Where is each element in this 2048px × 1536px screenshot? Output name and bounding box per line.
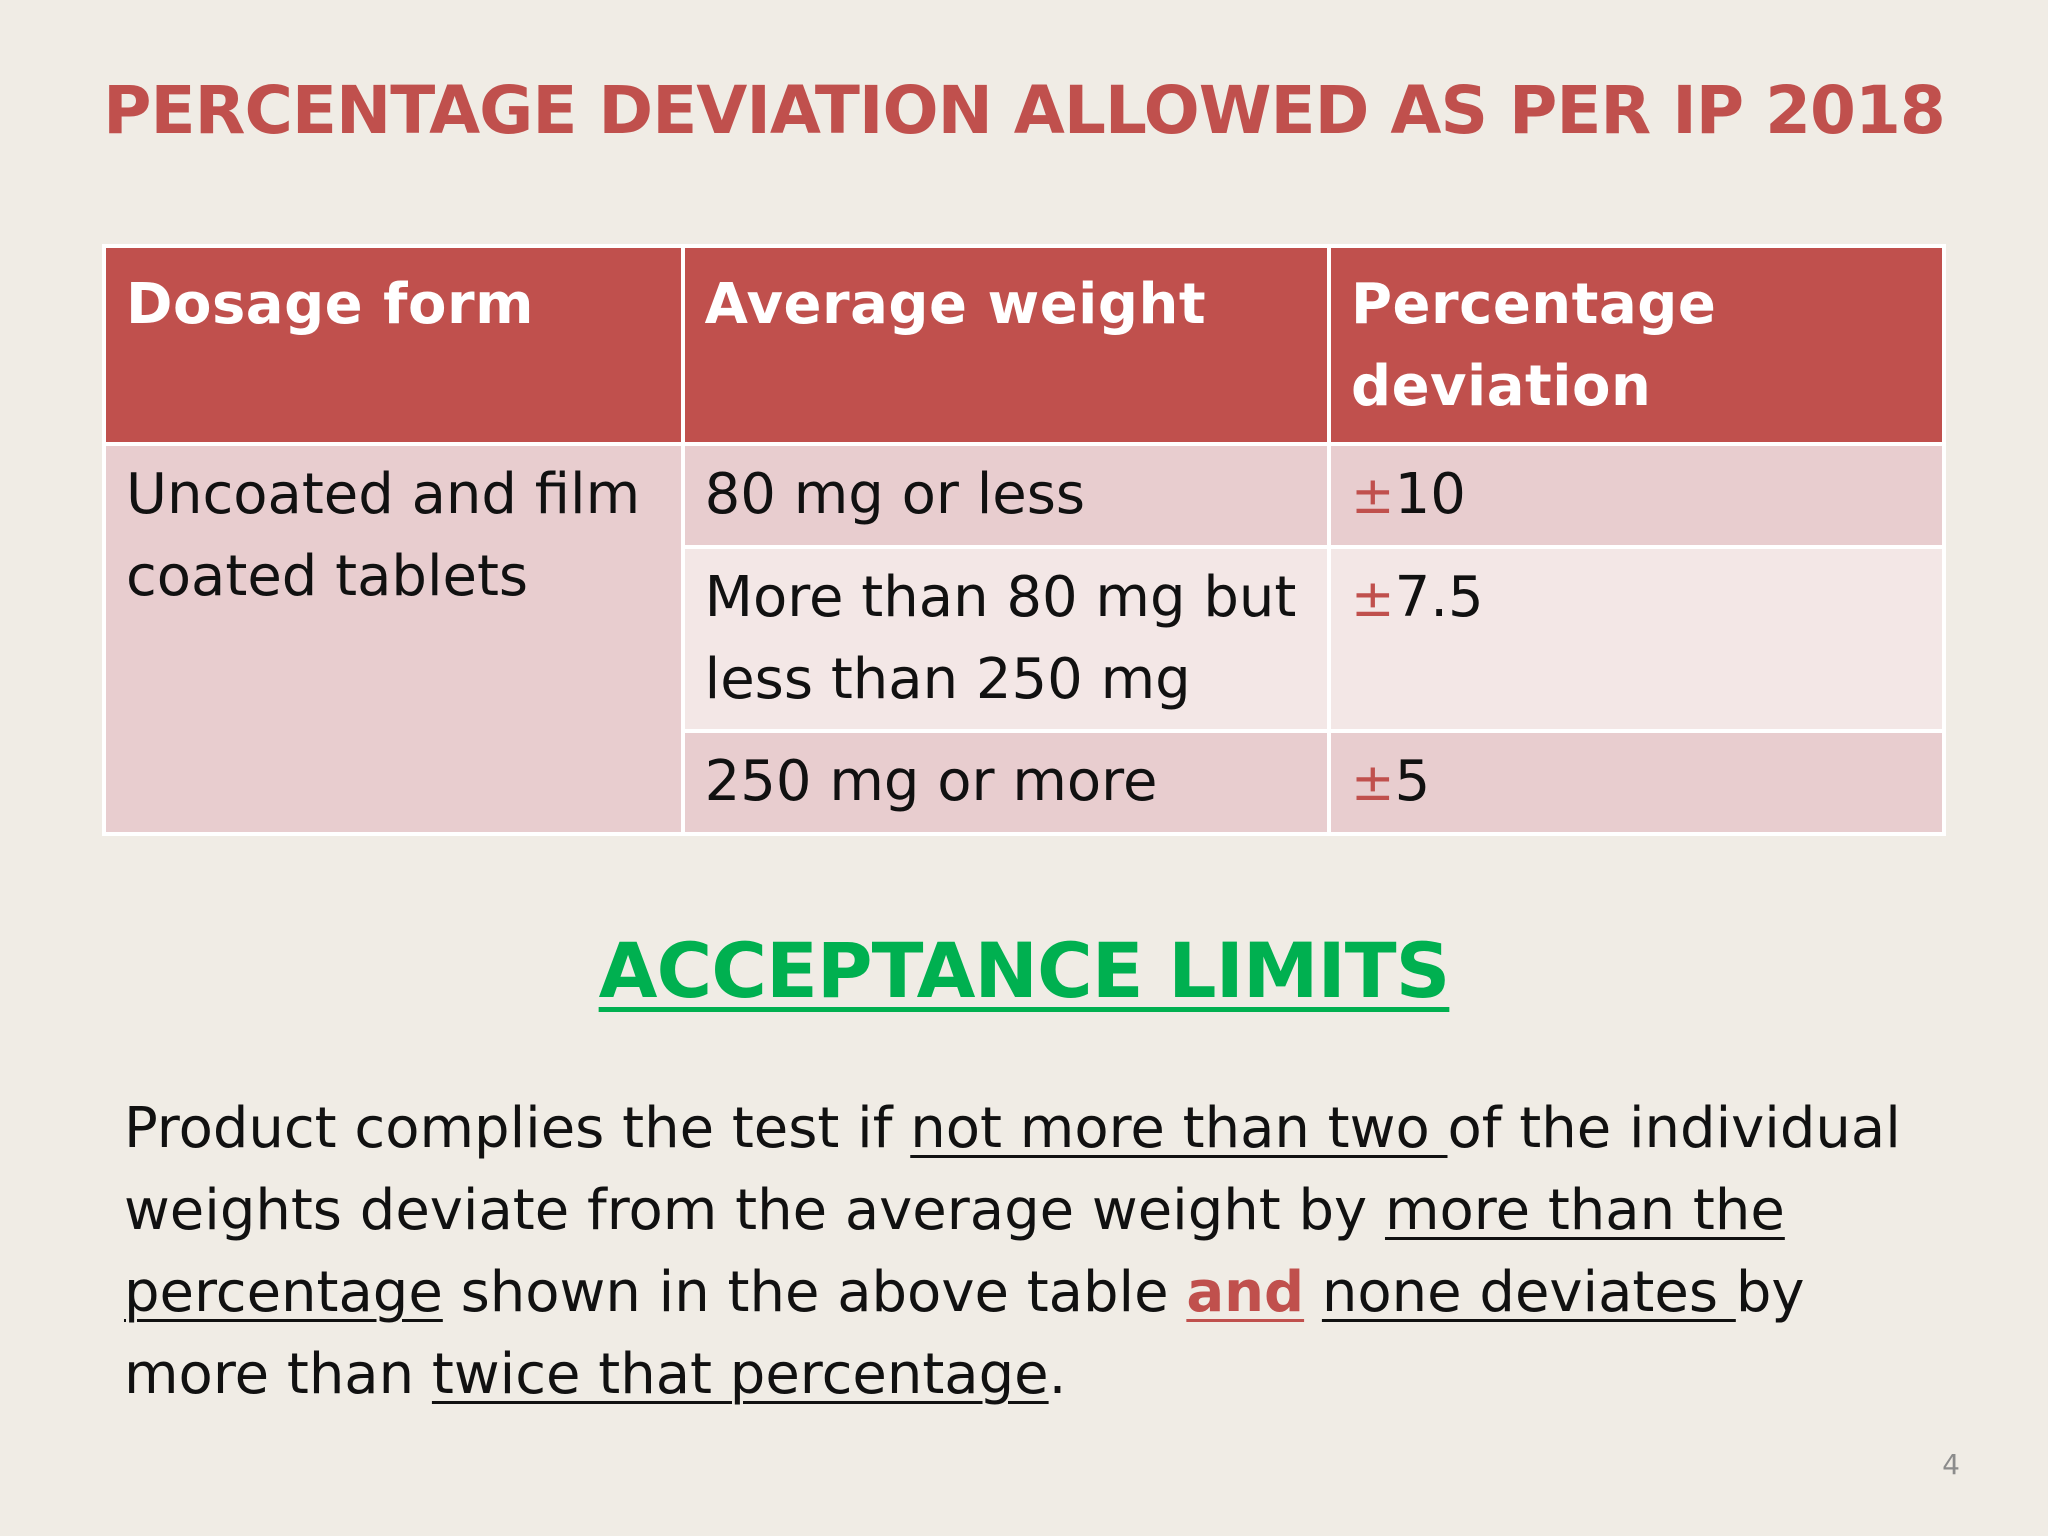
plus-minus-sign: ± xyxy=(1350,569,1395,629)
text-segment: . xyxy=(1048,1342,1067,1407)
plus-minus-sign: ± xyxy=(1350,466,1395,526)
percentage-deviation-cell: ±5 xyxy=(1326,729,1947,836)
deviation-value: 5 xyxy=(1394,749,1431,814)
deviation-value: 7.5 xyxy=(1394,565,1484,630)
table-header-row: Dosage form Average weight Percentage de… xyxy=(102,244,1947,446)
percentage-deviation-cell: ±7.5 xyxy=(1326,545,1947,733)
deviation-table: Dosage form Average weight Percentage de… xyxy=(102,244,1947,836)
header-average-weight: Average weight xyxy=(680,244,1331,446)
table-row: More than 80 mg but less than 250 mg ±7.… xyxy=(104,545,1947,733)
underlined-phrase: none deviates xyxy=(1321,1260,1736,1325)
text-segment xyxy=(1304,1260,1322,1325)
text-segment: Product complies the test if xyxy=(124,1096,911,1161)
dosage-form-cell: Uncoated and film coated tablets xyxy=(102,442,685,836)
slide-title: PERCENTAGE DEVIATION ALLOWED AS PER IP 2… xyxy=(103,72,1946,149)
page-number: 4 xyxy=(1942,1448,1960,1481)
acceptance-heading: ACCEPTANCE LIMITS xyxy=(0,926,2048,1015)
average-weight-cell: 80 mg or less xyxy=(680,442,1331,549)
plus-minus-sign: ± xyxy=(1350,753,1395,813)
deviation-value: 10 xyxy=(1394,462,1466,527)
text-segment: by more than xyxy=(124,1260,1805,1407)
table-row: Uncoated and film coated tablets 80 mg o… xyxy=(102,442,1947,836)
acceptance-paragraph: Product complies the test if not more th… xyxy=(124,1088,1954,1416)
text-segment: of the individual weights deviate from t… xyxy=(124,1096,1901,1243)
average-weight-cell: More than 80 mg but less than 250 mg xyxy=(680,545,1331,733)
underlined-phrase: not more than two xyxy=(910,1096,1448,1161)
average-weight-cell: 250 mg or more xyxy=(680,729,1331,836)
percentage-deviation-cell: ±10 xyxy=(1326,442,1947,549)
acceptance-heading-text: ACCEPTANCE LIMITS xyxy=(598,926,1451,1015)
header-percentage-deviation: Percentage deviation xyxy=(1326,244,1947,446)
underlined-phrase: twice that percentage xyxy=(431,1342,1049,1407)
highlighted-conjunction: and xyxy=(1186,1260,1305,1325)
header-dosage-form: Dosage form xyxy=(102,244,685,446)
table-row: 250 mg or more ±5 xyxy=(104,729,1947,836)
underlined-phrase: more than the percentage xyxy=(124,1178,1785,1325)
text-segment: shown in the above table xyxy=(442,1260,1187,1325)
